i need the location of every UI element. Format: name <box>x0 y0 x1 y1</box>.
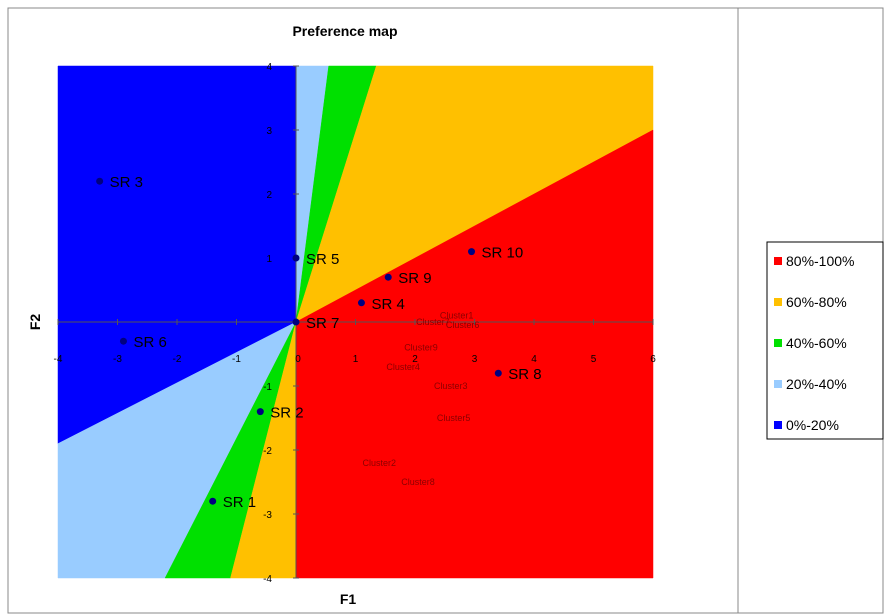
y-axis-label: F2 <box>27 314 43 331</box>
cluster-label: Cluster3 <box>434 381 468 391</box>
cluster-label: Cluster6 <box>446 320 480 330</box>
x-tick-label: 6 <box>650 354 656 365</box>
x-tick-label: -1 <box>232 354 241 365</box>
legend-swatch <box>774 421 782 429</box>
data-point <box>256 408 264 416</box>
y-tick-label: -2 <box>263 446 272 457</box>
data-point <box>119 337 127 345</box>
legend-swatch <box>774 339 782 347</box>
data-point <box>384 273 392 281</box>
data-point <box>209 497 217 505</box>
x-tick-label: -2 <box>173 354 182 365</box>
data-point <box>357 299 365 307</box>
legend-label: 20%-40% <box>786 376 847 392</box>
y-tick-label: 2 <box>266 190 272 201</box>
x-tick-label: 1 <box>353 354 359 365</box>
y-tick-label: 3 <box>266 126 272 137</box>
cluster-label: Cluster9 <box>404 343 438 353</box>
point-label: SR 6 <box>133 334 166 351</box>
data-point <box>292 254 300 262</box>
point-label: SR 7 <box>306 315 339 332</box>
y-tick-label: 1 <box>266 254 272 265</box>
cluster-label: Cluster1 <box>440 311 474 321</box>
point-label: SR 1 <box>223 494 256 511</box>
x-tick-label: 5 <box>591 354 597 365</box>
x-tick-label: 4 <box>531 354 537 365</box>
data-point <box>96 177 104 185</box>
data-point <box>468 248 476 256</box>
cluster-label: Cluster2 <box>363 458 397 468</box>
tick-labels: -4 -3 -2 -1 1 2 3 4 5 6 -4 -3 -2 -1 1 2 3 4 0 <box>54 62 657 585</box>
cluster-label: Cluster5 <box>437 413 471 423</box>
legend-label: 60%-80% <box>786 294 847 310</box>
legend-swatch <box>774 298 782 306</box>
legend-label: 0%-20% <box>786 417 839 433</box>
y-tick-label: -3 <box>263 510 272 521</box>
preference-regions <box>57 65 654 579</box>
point-label: SR 10 <box>482 245 524 262</box>
point-label: SR 8 <box>508 366 541 383</box>
x-axis-label: F1 <box>340 591 357 607</box>
y-tick-label: 4 <box>266 62 272 73</box>
x-tick-label: 2 <box>412 354 418 365</box>
legend-label: 40%-60% <box>786 335 847 351</box>
y-tick-label: -4 <box>263 574 272 585</box>
origin-tick-label: 0 <box>295 354 301 365</box>
point-label: SR 2 <box>270 405 303 422</box>
point-label: SR 9 <box>398 270 431 287</box>
cluster-label: Cluster7 <box>416 317 450 327</box>
data-point <box>292 318 300 326</box>
cluster-label: Cluster8 <box>401 477 435 487</box>
y-tick-label: -1 <box>263 382 272 393</box>
legend: 80%-100% 60%-80% 40%-60% 20%-40% 0%-20% <box>766 241 884 440</box>
legend-swatch <box>774 257 782 265</box>
legend-box <box>766 241 884 440</box>
x-tick-label: -3 <box>113 354 122 365</box>
cluster-label: Cluster4 <box>386 362 420 372</box>
x-tick-label: 3 <box>472 354 478 365</box>
chart-title: Preference map <box>292 23 397 39</box>
data-points: SR 1 SR 2 SR 3 SR 4 SR 5 SR 6 SR 7 SR 8 SR 9 SR 1… <box>96 174 542 511</box>
legend-label: 80%-100% <box>786 253 855 269</box>
data-point <box>494 369 502 377</box>
point-label: SR 5 <box>306 251 339 268</box>
x-tick-label: -4 <box>54 354 63 365</box>
point-label: SR 4 <box>371 296 404 313</box>
legend-swatch <box>774 380 782 388</box>
point-label: SR 3 <box>110 174 143 191</box>
